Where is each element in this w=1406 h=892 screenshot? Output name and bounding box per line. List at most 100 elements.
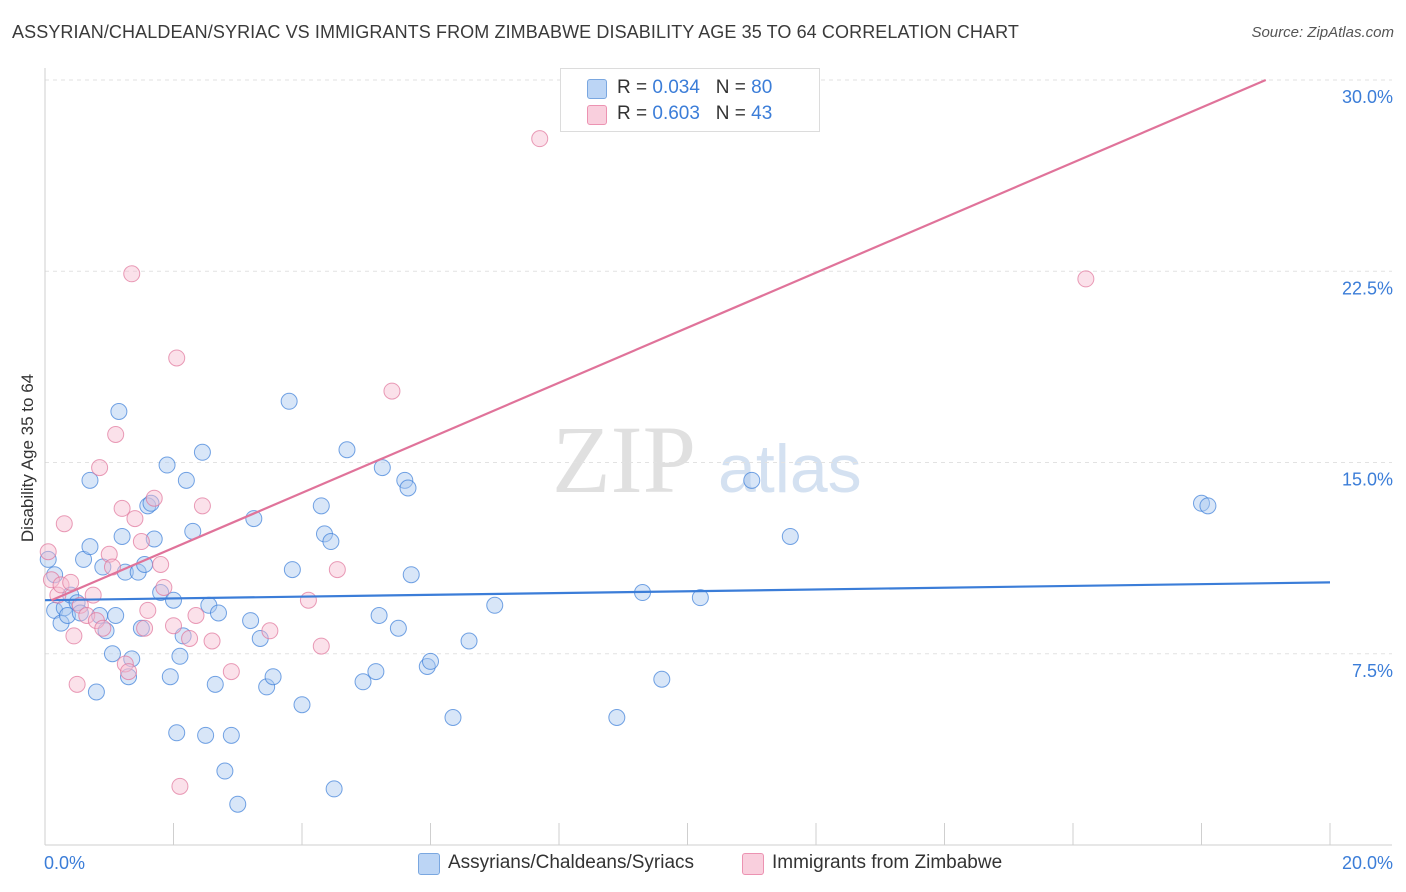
point-zimbabwe — [152, 556, 170, 573]
point-assyrians — [338, 441, 356, 459]
point-zimbabwe — [52, 576, 70, 594]
point-assyrians — [781, 527, 799, 545]
point-assyrians — [389, 619, 407, 637]
stats-text: R = 0.034 N = 80 — [617, 77, 772, 99]
point-zimbabwe — [168, 349, 186, 367]
r-label: R = — [617, 103, 648, 124]
point-assyrians — [325, 780, 343, 798]
n-label: N = — [715, 103, 746, 124]
point-zimbabwe — [145, 489, 163, 507]
point-zimbabwe — [65, 627, 83, 645]
point-zimbabwe — [91, 459, 109, 477]
trendline-assyrians — [44, 581, 1331, 602]
point-zimbabwe — [1077, 270, 1095, 288]
point-assyrians — [107, 607, 125, 624]
chart-source: Source: ZipAtlas.com — [1251, 24, 1394, 41]
point-assyrians — [81, 471, 99, 489]
point-zimbabwe — [42, 571, 60, 589]
point-zimbabwe — [132, 533, 150, 551]
point-assyrians — [103, 645, 121, 663]
watermark: ZIP atlas — [552, 406, 862, 513]
point-assyrians — [209, 604, 227, 622]
legend-label: Assyrians/Chaldeans/Syriacs — [448, 852, 695, 873]
point-zimbabwe — [203, 632, 221, 650]
point-assyrians — [608, 709, 626, 726]
point-zimbabwe — [181, 629, 199, 647]
point-zimbabwe — [120, 663, 138, 681]
point-zimbabwe — [123, 265, 141, 283]
point-assyrians — [165, 591, 182, 609]
point-zimbabwe — [113, 499, 131, 517]
point-zimbabwe — [187, 607, 205, 624]
legend-swatch-pink — [742, 853, 764, 875]
point-assyrians — [691, 589, 709, 607]
n-value: 43 — [751, 103, 773, 124]
point-assyrians — [229, 795, 247, 813]
x-tick-label: 0.0% — [44, 853, 85, 873]
stats-swatch-pink — [587, 105, 607, 125]
point-zimbabwe — [299, 591, 317, 609]
point-zimbabwe — [139, 601, 157, 619]
y-tick-label: 7.5% — [1352, 661, 1393, 681]
point-assyrians — [46, 566, 64, 584]
point-assyrians — [110, 403, 128, 420]
point-assyrians — [258, 678, 276, 696]
point-assyrians — [312, 497, 330, 515]
point-zimbabwe — [155, 578, 173, 596]
point-assyrians — [161, 668, 179, 686]
point-assyrians — [81, 538, 99, 556]
point-assyrians — [113, 527, 131, 545]
point-assyrians — [193, 443, 211, 461]
y-tick-label: 22.5% — [1342, 278, 1393, 298]
point-assyrians — [206, 675, 224, 693]
point-zimbabwe — [100, 545, 118, 563]
stats-swatch-blue — [587, 79, 607, 99]
point-zimbabwe — [71, 596, 89, 614]
point-zimbabwe — [136, 619, 154, 637]
point-assyrians — [87, 683, 105, 701]
y-tick-label: 30.0% — [1342, 87, 1393, 107]
point-assyrians — [142, 494, 160, 512]
point-assyrians — [120, 668, 138, 686]
r-value: 0.603 — [652, 103, 700, 124]
point-zimbabwe — [39, 543, 57, 561]
watermark-atlas: atlas — [718, 431, 862, 507]
r-label: R = — [617, 77, 648, 98]
y-axis-label: Disability Age 35 to 64 — [18, 373, 37, 543]
trendlines — [44, 78, 1331, 602]
point-zimbabwe — [171, 777, 189, 795]
x-tick-label: 20.0% — [1342, 853, 1393, 873]
n-label: N = — [715, 77, 746, 98]
legend-label: Immigrants from Zimbabwe — [772, 852, 1003, 873]
point-zimbabwe — [68, 675, 86, 693]
point-zimbabwe — [62, 573, 80, 591]
point-zimbabwe — [261, 622, 279, 640]
point-zimbabwe — [78, 607, 96, 624]
point-assyrians — [280, 392, 298, 410]
point-assyrians — [145, 530, 163, 548]
point-assyrians — [422, 652, 439, 670]
point-assyrians — [370, 607, 388, 624]
point-zimbabwe — [107, 425, 125, 443]
point-assyrians — [264, 668, 282, 686]
point-zimbabwe — [328, 561, 346, 579]
chart-title: ASSYRIAN/CHALDEAN/SYRIAC VS IMMIGRANTS F… — [12, 22, 1019, 42]
point-assyrians — [367, 663, 385, 681]
point-zimbabwe — [222, 663, 240, 681]
point-assyrians — [283, 561, 301, 579]
stats-box: R = 0.034 N = 80 R = 0.603 N = 43 — [560, 68, 820, 132]
point-zimbabwe — [312, 637, 330, 655]
point-assyrians — [1199, 497, 1217, 515]
point-assyrians — [399, 479, 417, 497]
point-assyrians — [354, 673, 372, 691]
point-assyrians — [322, 533, 340, 551]
trendline-zimbabwe — [50, 78, 1267, 602]
point-assyrians — [216, 762, 234, 780]
point-assyrians — [460, 632, 478, 650]
point-assyrians — [486, 596, 504, 614]
point-assyrians — [197, 726, 215, 744]
point-assyrians — [743, 471, 761, 489]
point-zimbabwe — [383, 382, 401, 400]
watermark-zip: ZIP — [552, 406, 696, 513]
